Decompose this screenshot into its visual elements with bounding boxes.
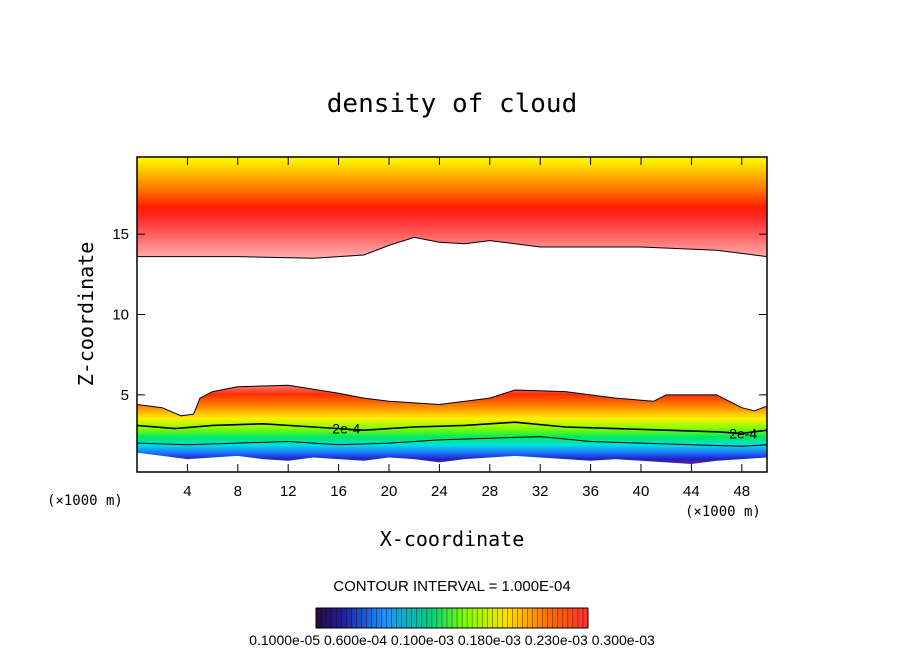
x-tick-label-24: 24 [431,483,448,500]
y-tick-label-15: 15 [112,226,129,243]
x-tick-label-28: 28 [481,483,498,500]
chart-title: density of cloud [327,89,577,119]
x-tick-label-32: 32 [532,483,549,500]
x-tick-label-16: 16 [330,483,347,500]
contour-2e-4 [137,421,767,435]
y-tick-label-5: 5 [121,387,129,404]
x-axis-label: X-coordinate [380,527,525,551]
contour-interval-text: CONTOUR INTERVAL = 1.000E-04 [333,578,570,595]
x-tick-label-8: 8 [234,483,242,500]
x-unit-left: (×1000 m) [47,493,123,509]
x-tick-label-40: 40 [633,483,650,500]
lower-layer-top-contour [137,384,767,417]
contour-lower [137,436,767,447]
x-tick-label-12: 12 [280,483,297,500]
upper-cloud-layer [137,157,767,259]
y-tick-label-10: 10 [112,307,129,324]
upper-layer-base-contour [137,236,767,259]
x-tick-label-4: 4 [183,483,191,500]
x-tick-label-44: 44 [683,483,700,500]
x-tick-label-48: 48 [733,483,750,500]
colorbar-labels: 0.1000e-05 0.600e-04 0.100e-03 0.180e-03… [249,632,655,648]
x-tick-label-20: 20 [381,483,398,500]
lower-cloud-layer [137,385,767,464]
x-tick-label-36: 36 [582,483,599,500]
y-axis-label: Z-coordinate [74,242,98,387]
contour-label-0: 2e-4 [332,421,360,437]
contour-label-1: 2e-4 [729,425,757,441]
x-unit-right: (×1000 m) [685,504,761,520]
